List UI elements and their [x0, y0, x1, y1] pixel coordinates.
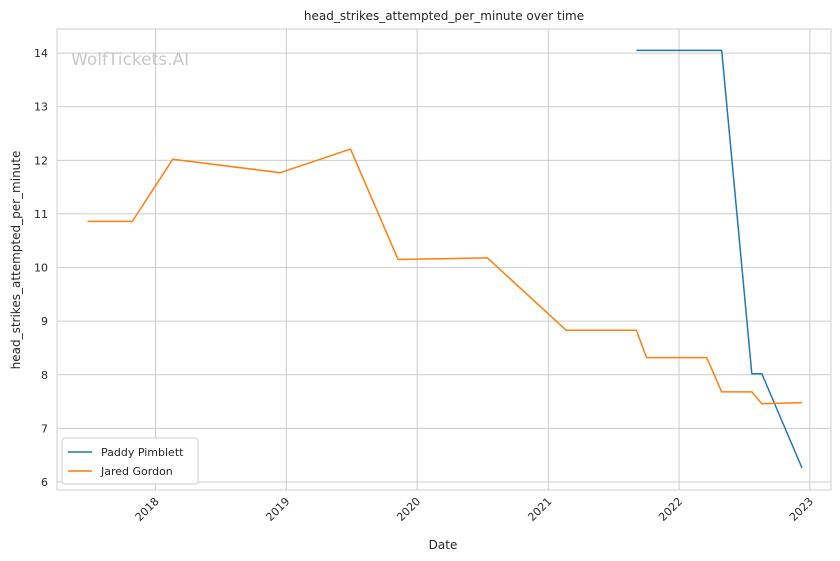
y-tick-label: 13 [34, 101, 48, 114]
watermark: WolfTickets.AI [71, 50, 189, 70]
x-tick-label: 2020 [394, 495, 423, 524]
y-tick-label: 7 [41, 422, 48, 435]
y-tick-label: 10 [34, 262, 48, 275]
series-line-1 [636, 49, 803, 469]
y-tick-label: 11 [34, 208, 48, 221]
x-tick-label: 2022 [656, 495, 685, 524]
series-line-2 [87, 148, 803, 405]
legend: Paddy Pimblett Jared Gordon [61, 437, 199, 485]
plot-area [56, 28, 832, 491]
x-axis-title: Date [429, 538, 458, 552]
legend-label-2: Jared Gordon [100, 465, 173, 478]
x-tick-label: 2019 [263, 495, 292, 524]
legend-box [61, 437, 199, 485]
y-tick-label: 12 [34, 154, 48, 167]
legend-label-1: Paddy Pimblett [101, 446, 184, 459]
grid-layer [57, 29, 831, 490]
x-tick-label: 2021 [525, 495, 554, 524]
y-axis-title: head_strikes_attempted_per_minute [9, 151, 23, 370]
x-tick-label: 2023 [787, 495, 816, 524]
y-tick-label: 9 [41, 315, 48, 328]
x-tick-labels: 2018 2019 2020 2021 2022 2023 [133, 495, 816, 524]
series-layer [87, 49, 803, 469]
y-tick-label: 8 [41, 369, 48, 382]
chart-title: head_strikes_attempted_per_minute over t… [304, 9, 584, 23]
y-tick-label: 6 [41, 476, 48, 489]
y-tick-label: 14 [34, 47, 48, 60]
x-tick-label: 2018 [133, 495, 162, 524]
y-tick-labels: 6 7 8 9 10 11 12 13 14 [34, 47, 48, 489]
